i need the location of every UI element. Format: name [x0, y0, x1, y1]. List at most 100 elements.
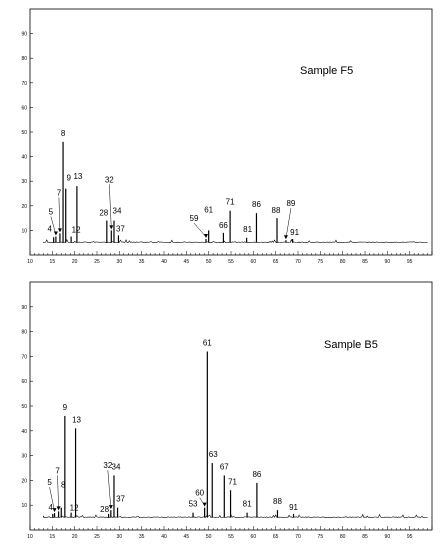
- peak-label-9: 9: [67, 174, 72, 183]
- peak-label-7: 7: [57, 188, 62, 197]
- peak-label-61: 61: [203, 338, 212, 347]
- x-tick-label: 70: [295, 534, 301, 540]
- x-tick-label: 95: [407, 259, 413, 265]
- peak-arrowhead-59: [203, 234, 208, 239]
- x-tick-label: 25: [94, 534, 100, 540]
- baseline-trace: [43, 238, 428, 244]
- peak-label-86: 86: [252, 470, 261, 479]
- peak-label-63: 63: [209, 450, 218, 459]
- x-tick-label: 50: [206, 534, 212, 540]
- x-tick-label: 10: [27, 534, 33, 540]
- x-tick-label: 10: [27, 259, 33, 265]
- x-tick-label: 30: [117, 534, 123, 540]
- peak-label-37: 37: [116, 495, 125, 504]
- peak-leader-5: [49, 487, 55, 512]
- peak-label-34: 34: [112, 462, 121, 471]
- x-tick-label: 90: [385, 259, 391, 265]
- peak-label-67: 67: [220, 462, 229, 471]
- x-tick-label: 35: [139, 259, 145, 265]
- y-tick-label: 50: [21, 404, 27, 410]
- y-tick-label: 10: [21, 503, 27, 509]
- peak-label-81: 81: [243, 225, 252, 234]
- peak-leader-59: [193, 222, 207, 238]
- peak-arrowhead-60: [202, 502, 207, 507]
- peak-label-86: 86: [252, 200, 261, 209]
- y-tick-label: 90: [21, 32, 27, 38]
- x-tick-label: 55: [228, 259, 234, 265]
- peak-label-71: 71: [228, 477, 237, 486]
- y-tick-label: 50: [21, 130, 27, 136]
- peak-label-13: 13: [72, 415, 81, 424]
- peak-label-66: 66: [219, 221, 228, 230]
- peak-arrowhead-5: [53, 231, 58, 236]
- y-tick-label: 70: [21, 354, 27, 360]
- plot-frame: [29, 8, 433, 256]
- x-tick-label: 65: [273, 259, 279, 265]
- peak-arrowhead-32: [108, 505, 113, 510]
- chart-title: Sample B5: [324, 339, 378, 351]
- peak-label-9: 9: [63, 403, 68, 412]
- y-tick-label: 40: [21, 155, 27, 161]
- y-tick-label: 20: [21, 478, 27, 484]
- peak-arrowhead-5: [52, 508, 57, 513]
- y-tick-label: 30: [21, 179, 27, 185]
- chart-panel-sample-b5: Sample B5 10 20 30 40 50 60 70 80 90 10 15 20 25 30 35…: [21, 281, 433, 540]
- peak-label-32: 32: [105, 175, 114, 184]
- x-tick-label: 30: [117, 259, 123, 265]
- x-tick-label: 75: [318, 259, 324, 265]
- peak-leader-7: [58, 197, 61, 232]
- y-tick-label: 20: [21, 204, 27, 210]
- peak-label-4: 4: [47, 224, 52, 233]
- x-tick-label: 20: [72, 259, 78, 265]
- y-tick-label: 80: [21, 330, 27, 336]
- peak-arrowhead-7: [56, 506, 61, 511]
- x-tick-label: 20: [72, 534, 78, 540]
- y-tick-label: 30: [21, 454, 27, 460]
- peak-label-7: 7: [55, 466, 60, 475]
- x-tick-label: 90: [385, 534, 391, 540]
- x-tick-label: 35: [139, 534, 145, 540]
- x-tick-label: 15: [50, 259, 56, 265]
- x-tick-label: 95: [407, 534, 413, 540]
- peak-label-34: 34: [113, 207, 122, 216]
- peak-label-91: 91: [290, 228, 299, 237]
- peak-arrowhead-89: [283, 235, 288, 240]
- x-tick-label: 85: [362, 259, 368, 265]
- y-tick-label: 40: [21, 429, 27, 435]
- x-tick-label: 55: [228, 534, 234, 540]
- x-tick-label: 15: [50, 534, 56, 540]
- x-tick-label: 25: [94, 259, 100, 265]
- peak-label-53: 53: [189, 500, 198, 509]
- peak-label-4: 4: [49, 503, 54, 512]
- peak-label-5: 5: [49, 208, 54, 217]
- peak-leader-89: [285, 208, 292, 239]
- peak-label-8: 8: [61, 129, 66, 138]
- x-tick-label: 60: [251, 534, 257, 540]
- x-tick-label: 65: [273, 534, 279, 540]
- peak-leader-32: [107, 470, 112, 509]
- peak-label-32: 32: [103, 461, 112, 470]
- x-tick-label: 80: [340, 534, 346, 540]
- peak-label-71: 71: [226, 198, 235, 207]
- y-tick-label: 70: [21, 81, 27, 87]
- chart-title: Sample F5: [300, 65, 353, 77]
- y-tick-label: 60: [21, 105, 27, 111]
- y-tick-label: 60: [21, 379, 27, 385]
- x-tick-label: 45: [184, 534, 190, 540]
- peak-label-91: 91: [289, 503, 298, 512]
- peak-label-28: 28: [99, 209, 108, 218]
- peak-label-37: 37: [116, 224, 125, 233]
- peak-label-89: 89: [286, 199, 295, 208]
- peak-arrowhead-7: [57, 228, 62, 233]
- peak-label-13: 13: [73, 172, 82, 181]
- x-tick-label: 75: [318, 534, 324, 540]
- peak-label-81: 81: [243, 500, 252, 509]
- x-tick-label: 70: [295, 259, 301, 265]
- peak-label-88: 88: [272, 206, 281, 215]
- chart-panel-sample-f5: Sample F5 10 20 30 40 50 60 70 80 90 10 15 20 25 30 35…: [21, 8, 433, 265]
- x-tick-label: 50: [206, 259, 212, 265]
- x-tick-label: 80: [340, 259, 346, 265]
- peak-label-28: 28: [100, 505, 109, 514]
- x-tick-label: 85: [362, 534, 368, 540]
